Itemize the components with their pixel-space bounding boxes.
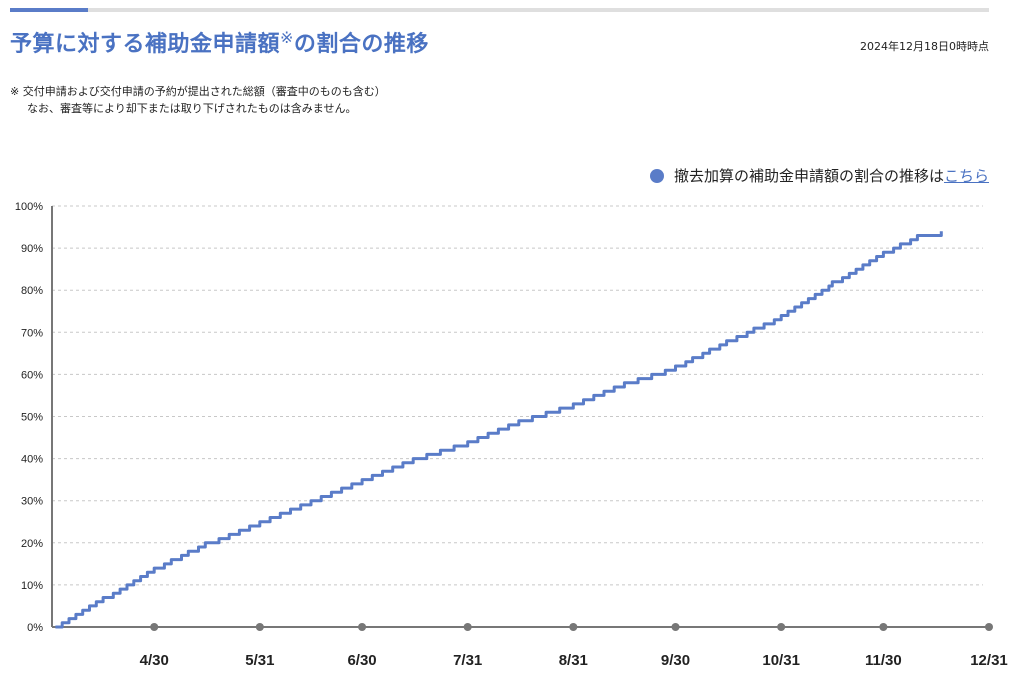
x-tick-dot bbox=[150, 623, 159, 631]
footnote-line-2: なお、審査等により却下または取り下げされたものは含みません。 bbox=[27, 102, 357, 115]
y-tick-label: 50% bbox=[21, 412, 43, 424]
y-tick-label: 100% bbox=[15, 201, 43, 213]
footnote: ※ 交付申請および交付申請の予約が提出された総額（審査中のものも含む） なお、審… bbox=[10, 83, 386, 117]
x-tick-dot bbox=[255, 623, 264, 631]
x-tick-label: 7/31 bbox=[453, 652, 482, 669]
x-tick-dot bbox=[879, 623, 888, 631]
legend-text: 撤去加算の補助金申請額の割合の推移は bbox=[673, 167, 944, 185]
x-tick-label: 6/30 bbox=[347, 652, 376, 669]
progress-bar bbox=[10, 8, 989, 12]
progress-bar-fill bbox=[10, 8, 89, 12]
page-title-text: 予算に対する補助金申請額 bbox=[10, 32, 281, 57]
page-title-note-mark: ※ bbox=[280, 28, 294, 47]
legend: 撤去加算の補助金申請額の割合の推移は こちら bbox=[649, 165, 989, 186]
x-tick-label: 10/31 bbox=[762, 652, 800, 669]
y-tick-label: 60% bbox=[21, 369, 43, 381]
y-tick-label: 80% bbox=[21, 285, 43, 297]
x-tick-label: 5/31 bbox=[245, 652, 274, 669]
page-title: 予算に対する補助金申請額※の割合の推移 bbox=[10, 26, 429, 58]
x-tick-label: 9/30 bbox=[661, 652, 690, 669]
timestamp: 2024年12月18日0時時点 bbox=[860, 40, 989, 53]
footnote-line-1: ※ 交付申請および交付申請の予約が提出された総額（審査中のものも含む） bbox=[10, 85, 386, 98]
y-tick-label: 10% bbox=[21, 580, 43, 592]
y-tick-label: 40% bbox=[21, 454, 43, 466]
x-tick-label: 4/30 bbox=[140, 652, 169, 669]
x-tick-dot bbox=[569, 623, 578, 631]
y-tick-label: 70% bbox=[21, 327, 43, 339]
legend-link[interactable]: こちら bbox=[943, 167, 989, 185]
line-chart: 0% 10% 20% 30% 40% 50% 60% 70% 80% 90% 100% 4/30 5/3… bbox=[15, 201, 1008, 669]
x-tick-dot bbox=[777, 623, 786, 631]
x-tick-dot bbox=[463, 623, 472, 631]
series-line bbox=[55, 231, 943, 629]
x-tick-label: 11/30 bbox=[865, 652, 902, 669]
page-title-suffix: の割合の推移 bbox=[293, 32, 429, 57]
x-tick-dot bbox=[985, 623, 993, 631]
y-tick-label: 90% bbox=[21, 243, 43, 255]
x-tick-label: 12/31 bbox=[970, 652, 1008, 669]
y-tick-label: 0% bbox=[27, 622, 43, 634]
y-tick-label: 20% bbox=[21, 538, 43, 550]
x-tick-dot bbox=[671, 623, 680, 631]
legend-dot-icon bbox=[649, 168, 664, 183]
x-tick-dot bbox=[358, 623, 367, 631]
y-tick-label: 30% bbox=[21, 496, 43, 508]
x-tick-label: 8/31 bbox=[559, 652, 588, 669]
